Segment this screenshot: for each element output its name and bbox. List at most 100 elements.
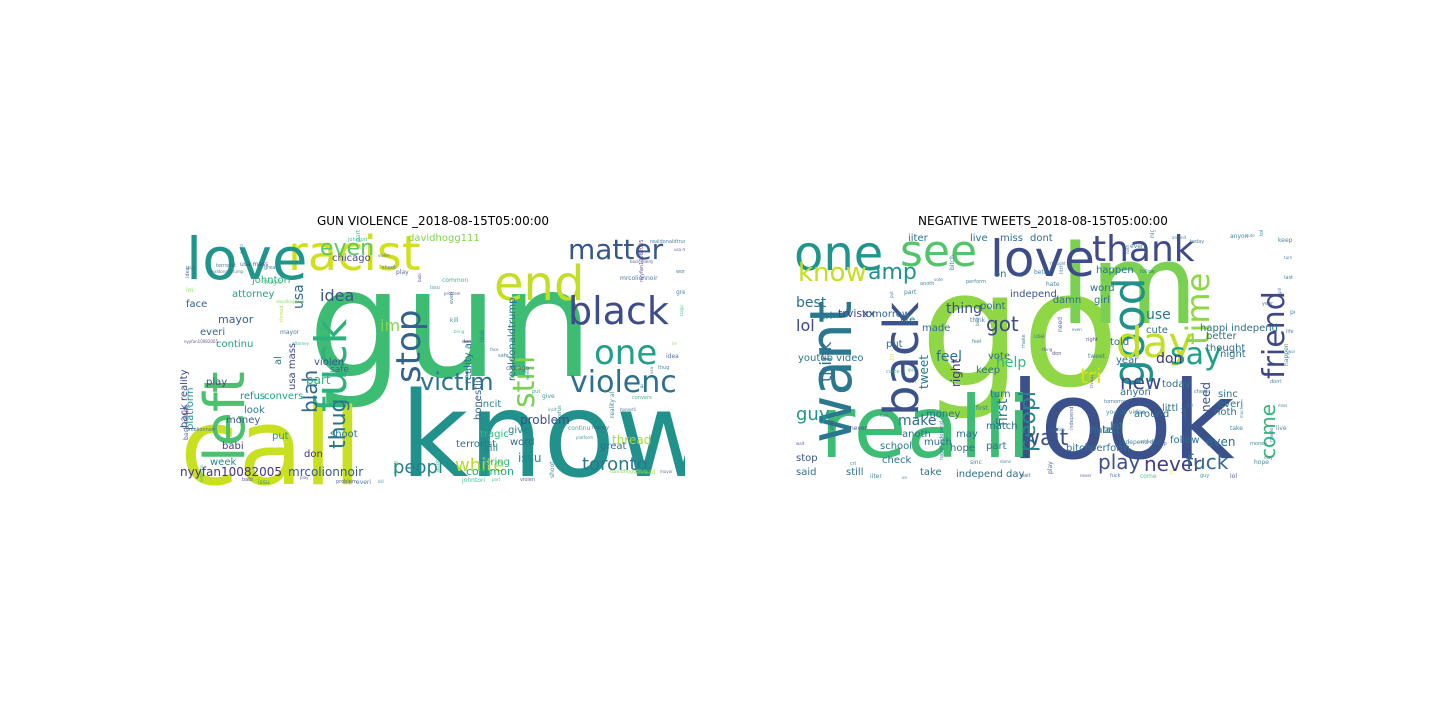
word-turn: turn <box>990 390 1011 400</box>
filler-word: everi <box>356 480 371 486</box>
word-thing: thing <box>946 302 982 316</box>
word-know: know <box>798 260 867 286</box>
filler-word: right <box>1086 338 1098 343</box>
word-everi: everi <box>200 328 225 338</box>
filler-word: thug <box>658 366 669 371</box>
word-part: part <box>306 374 331 386</box>
filler-word: convers <box>632 396 652 401</box>
word-im: im <box>380 318 400 334</box>
filler-word: don <box>462 340 471 345</box>
filler-word: perform <box>966 280 986 285</box>
filler-word: play <box>830 419 835 430</box>
word-guy: guy <box>796 406 830 424</box>
filler-word: school <box>1140 440 1153 444</box>
word-come: come <box>1258 404 1278 459</box>
filler-word: use <box>1034 334 1045 340</box>
filler-word: dont <box>1270 380 1281 385</box>
word-got: got <box>986 314 1019 334</box>
word-don: don <box>304 450 323 460</box>
word-stop: stop <box>796 454 818 464</box>
filler-word: hope <box>1254 460 1269 466</box>
word-cute: cute <box>1146 326 1168 336</box>
word-vote: vote <box>988 352 1010 362</box>
filler-word: today <box>1190 240 1204 245</box>
word-word: word <box>1090 284 1115 294</box>
word-today: today <box>1162 380 1190 390</box>
filler-word: better <box>1034 270 1052 276</box>
word-refus: refus <box>240 392 265 402</box>
word-keep: keep <box>976 366 1000 376</box>
word-cloud-negative-tweets: go im look realli want back one see love thank goo… <box>790 230 1295 486</box>
word-put: put <box>272 432 289 442</box>
filler-word: first <box>976 406 988 412</box>
word-anoth: anoth <box>902 430 931 440</box>
panel-title-negative-tweets: NEGATIVE TWEETS_2018-08-15T05:00:00 <box>918 214 1168 228</box>
filler-word: part <box>904 290 916 296</box>
word-miss: miss <box>1000 234 1023 244</box>
filler-word: sinc <box>970 460 982 466</box>
filler-word: around <box>1172 236 1186 240</box>
filler-word: play <box>300 476 308 480</box>
filler-word: give <box>542 394 555 400</box>
filler-word: tri <box>1170 470 1174 474</box>
word-bitch: bitch <box>1066 444 1091 454</box>
filler-word: money <box>592 426 609 431</box>
filler-word: mayor <box>660 470 673 474</box>
word-shoot: shoot <box>330 430 358 440</box>
filler-word: never <box>850 426 867 432</box>
word-tragic: tragic <box>480 430 509 440</box>
word-usa: usa <box>292 285 306 310</box>
filler-word: check <box>1194 390 1209 395</box>
filler-word: said <box>1182 408 1188 420</box>
filler-word: usa mass <box>674 248 685 252</box>
filler-word: babi <box>418 273 422 282</box>
filler-word: mayor <box>280 330 299 336</box>
filler-word: stop <box>1156 442 1167 447</box>
filler-word: problem <box>336 480 357 485</box>
filler-word: best <box>976 317 980 326</box>
filler-word: guy <box>908 368 915 372</box>
filler-word: wait <box>796 442 804 446</box>
word-give: give <box>508 426 529 436</box>
word-happi-independ: happi independ <box>1200 324 1278 334</box>
word-issu: issu <box>518 452 541 464</box>
word-put: put <box>886 340 903 350</box>
filler-word: part <box>356 230 362 242</box>
filler-word: everi <box>1130 244 1145 250</box>
word-bring: bring <box>484 458 510 468</box>
word-thread: thread <box>612 434 651 446</box>
word-independ: independ <box>1010 290 1057 300</box>
word-right: right <box>950 359 962 387</box>
filler-word: life <box>1286 330 1294 335</box>
filler-word: iiter <box>870 474 882 480</box>
filler-word: last <box>1284 276 1293 281</box>
word-cri: cri <box>820 312 832 322</box>
filler-word: never <box>1080 474 1091 478</box>
filler-word: night <box>1150 230 1156 238</box>
word-girl: girl <box>1094 296 1110 306</box>
word-babi: babi <box>222 442 244 452</box>
filler-word: realdonaldtrump <box>650 240 685 245</box>
word-anyon: anyon <box>1120 388 1151 398</box>
word-sinc: sinc <box>1218 390 1238 400</box>
filler-word: play <box>1048 461 1054 474</box>
word-check: check <box>882 456 911 466</box>
filler-word: davidhogg111 <box>276 300 305 304</box>
word-tweet: tweet <box>918 355 930 389</box>
filler-word: still <box>1186 404 1193 408</box>
filler-word: realdonaldtrump <box>210 270 243 274</box>
filler-word: girl <box>1278 288 1282 294</box>
filler-word: money <box>1250 442 1267 447</box>
filler-word: thing <box>1042 348 1052 352</box>
word-iiter: iiter <box>908 234 928 244</box>
filler-word: mrcolionnoir <box>620 276 658 282</box>
word-point: point <box>980 302 1006 312</box>
filler-word: wait <box>1020 474 1031 479</box>
word-attorney: attorney <box>232 290 274 300</box>
filler-word: shoot <box>382 266 396 271</box>
filler-word: back reality <box>184 405 190 440</box>
word-match: match <box>986 422 1018 432</box>
filler-word: happen <box>1284 343 1290 366</box>
filler-word: tomorrow <box>1104 400 1128 405</box>
filler-word: guy <box>1200 474 1209 479</box>
